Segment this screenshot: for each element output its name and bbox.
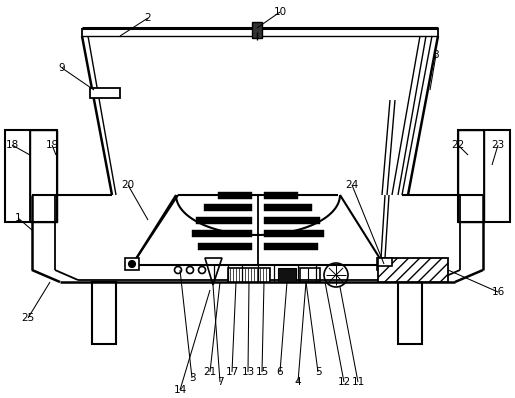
Bar bbox=[378, 258, 448, 282]
Bar bbox=[264, 230, 324, 237]
Bar bbox=[228, 268, 270, 282]
Text: 11: 11 bbox=[351, 377, 365, 387]
Text: 19: 19 bbox=[45, 140, 59, 150]
Text: 24: 24 bbox=[346, 180, 358, 190]
Bar bbox=[378, 258, 392, 266]
Bar bbox=[458, 130, 510, 222]
Bar bbox=[252, 22, 262, 38]
Bar bbox=[30, 130, 57, 222]
Text: 2: 2 bbox=[145, 13, 151, 23]
Text: 17: 17 bbox=[226, 367, 238, 377]
Text: 21: 21 bbox=[203, 367, 217, 377]
Text: 18: 18 bbox=[5, 140, 19, 150]
Bar bbox=[264, 192, 298, 199]
Text: 3: 3 bbox=[188, 373, 195, 383]
Bar bbox=[92, 282, 116, 344]
Text: 10: 10 bbox=[273, 7, 286, 17]
Text: 9: 9 bbox=[59, 63, 65, 73]
Bar bbox=[264, 204, 312, 211]
Bar bbox=[204, 204, 252, 211]
Text: 23: 23 bbox=[491, 140, 505, 150]
Text: 7: 7 bbox=[217, 377, 224, 387]
Text: 12: 12 bbox=[337, 377, 351, 387]
Text: 4: 4 bbox=[295, 377, 301, 387]
Text: 13: 13 bbox=[242, 367, 254, 377]
Text: 20: 20 bbox=[122, 180, 134, 190]
Bar bbox=[125, 258, 139, 270]
Bar bbox=[198, 243, 252, 250]
Bar bbox=[192, 230, 252, 237]
Bar bbox=[264, 217, 320, 224]
Bar bbox=[218, 192, 252, 199]
Bar bbox=[5, 130, 57, 222]
Bar bbox=[90, 88, 120, 98]
Text: 16: 16 bbox=[491, 287, 505, 297]
Text: 25: 25 bbox=[22, 313, 35, 323]
Bar bbox=[196, 217, 252, 224]
Bar bbox=[264, 243, 318, 250]
Text: 15: 15 bbox=[255, 367, 269, 377]
Bar bbox=[398, 282, 422, 344]
Circle shape bbox=[129, 261, 135, 267]
Bar bbox=[278, 268, 296, 282]
Bar bbox=[377, 258, 391, 270]
Bar bbox=[300, 268, 320, 282]
Text: 6: 6 bbox=[277, 367, 283, 377]
Text: 8: 8 bbox=[433, 50, 439, 60]
Bar bbox=[458, 130, 484, 222]
Text: 1: 1 bbox=[15, 213, 21, 223]
Text: 14: 14 bbox=[174, 385, 186, 395]
Text: 22: 22 bbox=[451, 140, 465, 150]
Text: 5: 5 bbox=[315, 367, 321, 377]
